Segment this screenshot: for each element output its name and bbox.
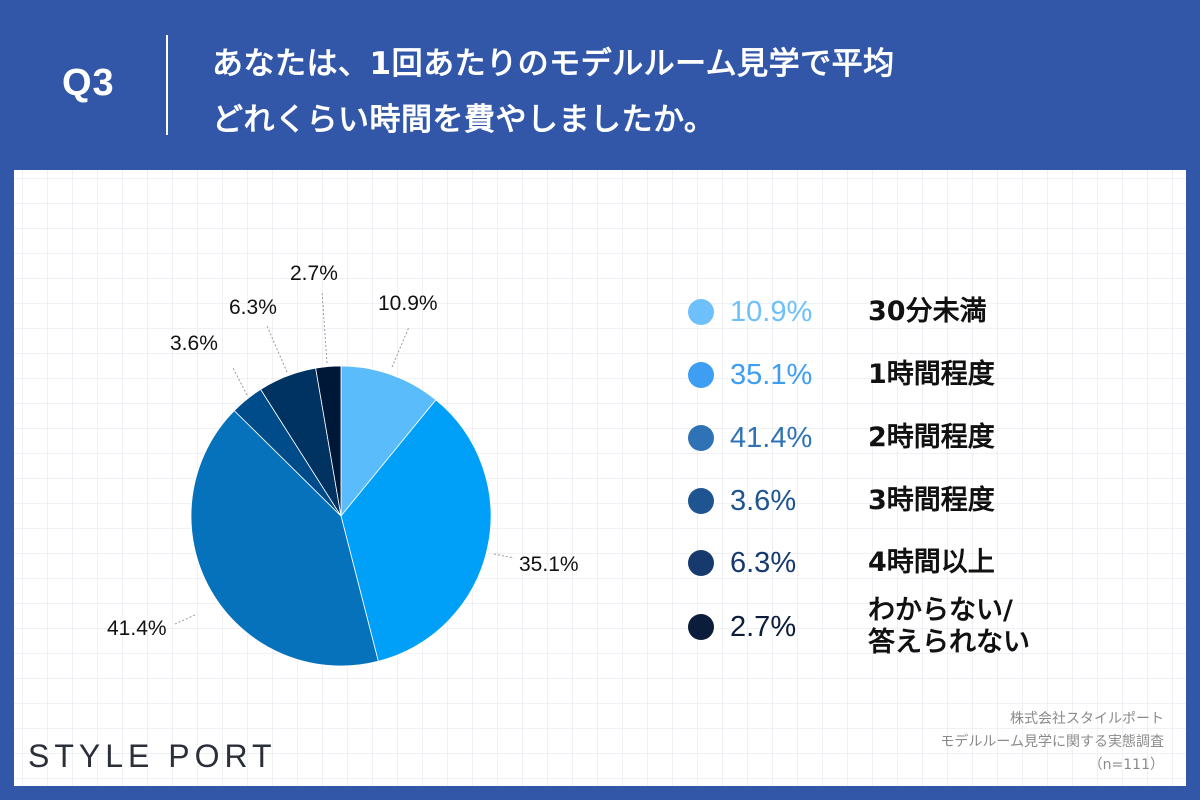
legend-category-line-2: 答えられない	[868, 627, 1030, 658]
style-port-logo: STYLE PORT	[28, 738, 277, 774]
pie-label-4hours: 6.3%	[229, 296, 277, 319]
question-line-2: どれくらい時間を費やしましたか。	[212, 102, 716, 138]
pie-slices	[190, 365, 492, 667]
pie-label-unknown: 2.7%	[290, 262, 338, 285]
pie-slice-2hours	[190, 410, 379, 667]
pie-label-30min: 10.9%	[378, 292, 438, 315]
legend-pct: 35.1%	[730, 358, 813, 391]
question-text: あなたは、1回あたりのモデルルーム見学で平均 どれくらい時間を費やしましたか。	[212, 36, 895, 148]
legend-dot	[688, 488, 714, 514]
leader-line-6-3	[266, 325, 288, 373]
leader-line-35-1	[493, 553, 515, 559]
legend-category: 30分未満	[868, 296, 987, 327]
legend-item-4hours: 6.3% 4時間以上	[688, 543, 995, 583]
source-company: 株式会社スタイルポート	[1010, 711, 1164, 727]
legend-item-1hour: 35.1% 1時間程度	[688, 355, 995, 395]
legend-pct: 6.3%	[730, 546, 797, 579]
legend-dot	[688, 299, 714, 325]
leader-line-10-9	[391, 326, 410, 368]
legend-category: 2時間程度	[868, 422, 995, 453]
legend-item-30min: 10.9% 30分未満	[688, 292, 987, 332]
legend-category: 3時間程度	[868, 485, 995, 516]
legend-pct: 3.6%	[730, 484, 797, 517]
legend-category: 1時間程度	[868, 359, 995, 390]
question-number: Q3	[62, 62, 115, 104]
leader-lines	[174, 290, 515, 625]
leader-line-2-7	[321, 290, 328, 364]
pie-slice-unknown	[315, 365, 342, 517]
leader-line-3-6	[232, 367, 248, 396]
pie-slice-1hour	[340, 399, 492, 662]
header: Q3 あなたは、1回あたりのモデルルーム見学で平均 どれくらい時間を費やしました…	[0, 0, 1200, 170]
legend-dot	[688, 614, 714, 640]
source-survey: モデルルーム見学に関する実態調査	[940, 734, 1164, 750]
legend-category: わからない/ 答えられない	[868, 595, 1030, 659]
question-line-1: あなたは、1回あたりのモデルルーム見学で平均	[212, 46, 895, 82]
legend-dot	[688, 425, 714, 451]
legend-category-line-1: わからない/	[868, 595, 1013, 626]
legend-pct: 41.4%	[730, 421, 813, 454]
legend-pct: 10.9%	[730, 295, 813, 328]
source-note: 株式会社スタイルポート モデルルーム見学に関する実態調査 （n=111）	[940, 708, 1164, 777]
legend-category: 4時間以上	[868, 547, 995, 578]
leader-line-41-4	[174, 614, 196, 625]
legend-item-unknown: 2.7% わからない/ 答えられない	[688, 595, 1030, 658]
pie-label-2hours: 41.4%	[107, 617, 167, 640]
pie-label-3hours: 3.6%	[170, 332, 218, 355]
pie-label-1hour: 35.1%	[519, 553, 579, 576]
source-sample-size: （n=111）	[1088, 757, 1164, 773]
legend-dot	[688, 362, 714, 388]
header-divider	[166, 35, 168, 135]
legend-dot	[688, 550, 714, 576]
pie-slice-30min	[340, 365, 437, 518]
legend-pct: 2.7%	[730, 610, 797, 643]
legend-item-2hours: 41.4% 2時間程度	[688, 418, 995, 458]
legend-item-3hours: 3.6% 3時間程度	[688, 481, 995, 521]
